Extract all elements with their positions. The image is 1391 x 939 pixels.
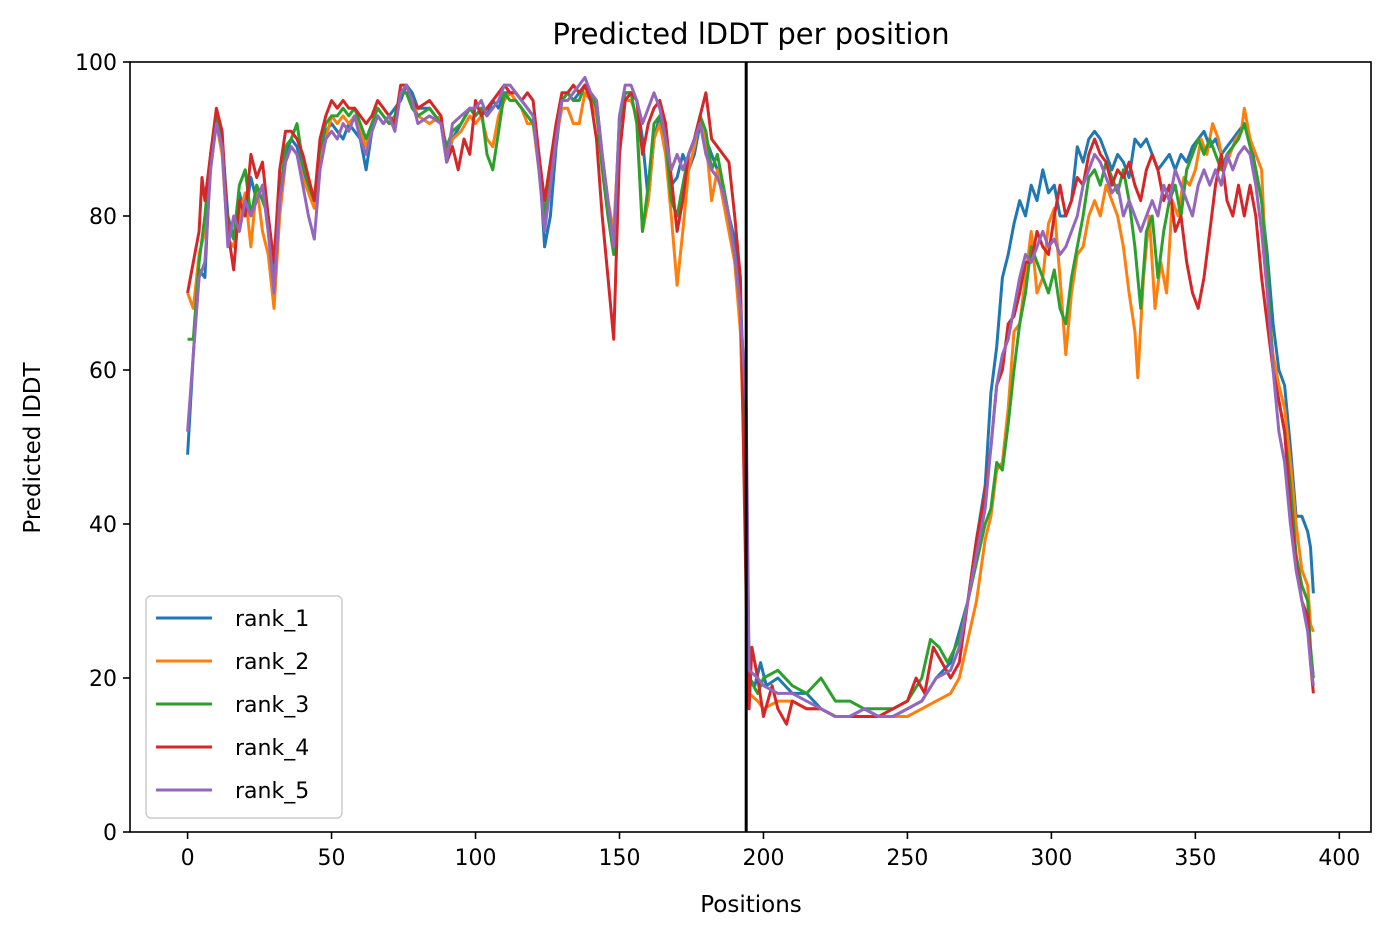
series-line-rank_5 [186, 75, 1315, 718]
axes-layer: 0 50 100 150 200 250 300 350 400 0 20 40 60 80 100 [75, 51, 1372, 871]
legend: rank_1 rank_2 rank_3 rank_4 rank_5 [145, 595, 343, 819]
legend-label-rank_3: rank_3 [235, 693, 309, 718]
x-tick-label: 0 [181, 846, 195, 871]
series-layer [186, 75, 1315, 726]
y-axis-label: Predicted lDDT [20, 361, 46, 533]
plot-frame [129, 61, 1372, 833]
y-tick-label: 60 [89, 359, 117, 384]
x-tick-label: 200 [742, 846, 784, 871]
chart-title: Predicted lDDT per position [552, 17, 949, 51]
legend-label-rank_1: rank_1 [235, 607, 309, 632]
y-tick-label: 0 [103, 821, 117, 846]
y-tick-label: 40 [89, 513, 117, 538]
x-tick-label: 400 [1318, 846, 1360, 871]
series-line-rank_4 [186, 83, 1315, 726]
legend-label-rank_5: rank_5 [235, 779, 309, 804]
legend-label-rank_4: rank_4 [235, 736, 309, 761]
legend-box [145, 595, 343, 819]
x-tick-label: 50 [318, 846, 346, 871]
x-tick-label: 150 [598, 846, 640, 871]
y-tick-label: 20 [89, 667, 117, 692]
y-tick-label: 100 [75, 51, 117, 76]
x-tick-label: 100 [455, 846, 497, 871]
x-tick-label: 350 [1174, 846, 1216, 871]
y-tick-label: 80 [89, 205, 117, 230]
x-tick-label: 300 [1030, 846, 1072, 871]
legend-label-rank_2: rank_2 [235, 650, 309, 675]
x-tick-label: 250 [886, 846, 928, 871]
x-axis-label: Positions [700, 892, 802, 918]
